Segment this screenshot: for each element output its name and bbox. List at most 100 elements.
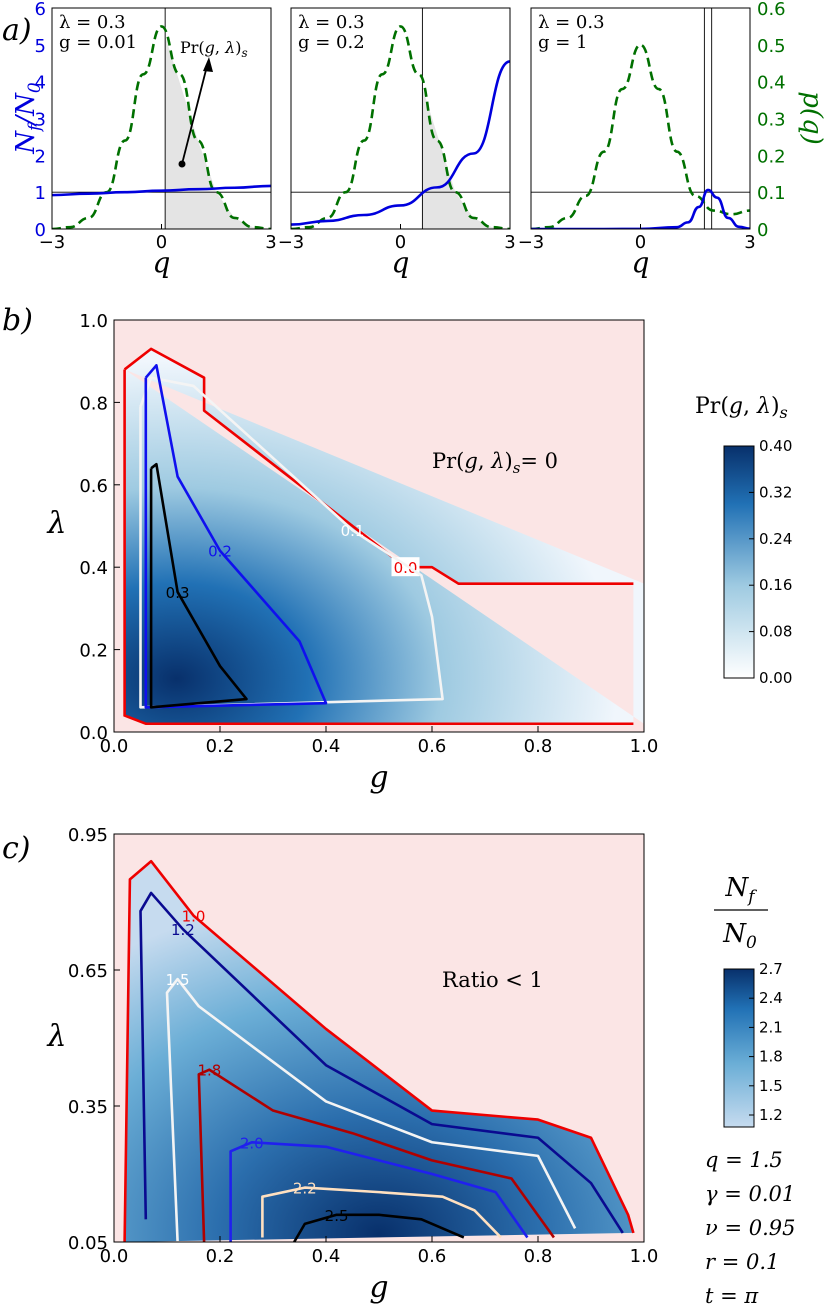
a-subplot-2 — [291, 8, 510, 229]
a-xtick-label: −3 — [39, 232, 66, 253]
a-subplots: −3 0 3qλ = 0.3g = 0.01 Pr(g, λ)s−3 0 3qλ = 0.… — [39, 7, 756, 279]
contour-label-1.0: 1.0 — [182, 908, 206, 926]
c-colorbar — [723, 968, 755, 1128]
y-tick-label: 0.2 — [79, 641, 108, 662]
panel-c: c) 1.01.21.51.82.02.22.5 0.0 0.2 0.4 0.6 0.8… — [2, 825, 795, 1304]
y-tick-label: 1.0 — [79, 311, 108, 332]
contour-line-0.3 — [149, 462, 248, 709]
a-left-tick-label: 1 — [35, 183, 46, 204]
contour-line-1.8 — [197, 1068, 555, 1243]
a-right-ticks: 0 0.1 0.2 0.3 0.4 0.5 0.6 — [757, 0, 786, 241]
x-tick-label: 0.6 — [418, 736, 447, 757]
x-tick-label: 0.2 — [206, 736, 235, 757]
y-tick-label: 0.95 — [68, 825, 108, 846]
c-colorbar-title-den: N0 — [722, 919, 757, 953]
a-xtick-label: 3 — [744, 232, 755, 253]
panel-c-label: c) — [2, 831, 31, 866]
a-ratio-curve — [291, 60, 510, 226]
a-g-label: g = 1 — [538, 32, 588, 53]
x-tick-label: 0.0 — [100, 736, 129, 757]
panel-a-left-axis-label: Nf/N0 — [11, 82, 45, 155]
y-tick-label: 0.6 — [79, 476, 108, 497]
c-ticks: 0.0 0.2 0.4 0.6 0.8 1.0 0.05 0.35 0.65 0.95 — [68, 825, 658, 1267]
a-right-tick-label: 0.3 — [757, 110, 786, 131]
y-tick-label: 0.4 — [79, 558, 108, 579]
c-parameter-4: r = 0.1 — [705, 1250, 779, 1274]
colorbar-tick-label: 0.08 — [759, 623, 792, 641]
b-ticks: 0.0 0.2 0.4 0.6 0.8 1.0 0.0 0.2 0.4 0.6 0.8 1.0 — [79, 311, 658, 757]
x-tick-label: 0.8 — [524, 1246, 553, 1267]
a-xtick-label: 3 — [504, 232, 515, 253]
a-xlabel: q — [632, 246, 650, 279]
a-density-curve — [52, 25, 271, 229]
colorbar-tick-label: 0.32 — [759, 483, 792, 501]
a-g-label: g = 0.01 — [59, 32, 137, 53]
a-left-tick-label: 6 — [35, 0, 46, 20]
c-colorbar-title-num: Nf — [724, 873, 757, 907]
panel-b-label: b) — [2, 303, 33, 338]
colorbar-tick-label: 0.16 — [759, 576, 792, 594]
c-colorbar-ticks: 2.7 2.4 2.1 1.8 1.5 1.2 — [749, 960, 783, 1124]
colorbar-tick-label: 0.00 — [759, 669, 792, 687]
a-right-tick-label: 0.1 — [757, 183, 786, 204]
contour-label-0.2: 0.2 — [208, 543, 232, 561]
y-tick-label: 0.8 — [79, 393, 108, 414]
a-subplot-1 — [52, 8, 271, 229]
c-parameter-1: q = 1.5 — [705, 1148, 783, 1172]
c-xlabel: g — [369, 1270, 388, 1304]
a-left-tick-label: 0 — [35, 220, 46, 241]
a-left-tick-label: 4 — [35, 73, 46, 94]
b-colorbar-ticks: 0.40 0.32 0.24 0.16 0.08 0.00 — [749, 437, 792, 687]
c-parameters: q = 1.5 γ = 0.01 ν = 0.95 r = 0.1 t = π — [705, 1148, 795, 1304]
a-xtick-label: 3 — [265, 232, 276, 253]
a-right-tick-label: 0.6 — [757, 0, 786, 20]
a-density-curve — [291, 25, 510, 229]
y-tick-label: 0.0 — [79, 723, 108, 744]
a-left-tick-label: 3 — [35, 110, 46, 131]
a-shaded-region — [422, 87, 510, 229]
a-annotation-dot — [178, 160, 186, 168]
x-tick-label: 0.0 — [100, 1246, 129, 1267]
panel-a-label: a) — [2, 13, 32, 48]
a-left-tick-label: 5 — [35, 36, 46, 57]
colorbar-tick-label: 0.24 — [759, 530, 792, 548]
panel-a: a) Nf/N0 p(q) 0 1 2 3 4 5 6 0 0.1 0.2 0.3 0.4 0.5 0.… — [2, 0, 827, 279]
a-xlabel: q — [392, 246, 410, 279]
a-lambda-label: λ = 0.3 — [59, 12, 126, 33]
a-xtick-label: 0 — [635, 232, 646, 253]
a-xtick-label: −3 — [278, 232, 305, 253]
x-tick-label: 1.0 — [630, 1246, 659, 1267]
a-xtick-label: 0 — [156, 232, 167, 253]
a-density-curve — [531, 43, 750, 229]
x-tick-label: 0.8 — [524, 736, 553, 757]
contour-label-0.0: 0.0 — [394, 559, 418, 577]
x-tick-label: 0.4 — [312, 1246, 341, 1267]
a-right-tick-label: 0.4 — [757, 73, 786, 94]
contour-label-0.1: 0.1 — [341, 522, 365, 540]
a-annotation: Pr(g, λ)s — [180, 38, 248, 60]
contour-line-1.0 — [123, 859, 635, 1243]
a-right-tick-label: 0.2 — [757, 146, 786, 167]
contour-line-0.2 — [144, 364, 328, 709]
b-annotation: Pr(g, λ)s= 0 — [432, 449, 558, 477]
b-colorbar — [723, 445, 755, 679]
contour-label-2.0: 2.0 — [240, 1134, 264, 1152]
a-right-tick-label: 0 — [757, 220, 768, 241]
a-annotation-arrowhead — [203, 57, 213, 72]
b-contours: 0.0 0.1 0.2 0.3 — [123, 347, 634, 726]
x-tick-label: 1.0 — [630, 736, 659, 757]
colorbar-tick-label: 2.4 — [759, 989, 783, 1007]
colorbar-tick-label: 1.5 — [759, 1077, 783, 1095]
b-colorbar-title: Pr(g, λ)s — [695, 394, 788, 422]
a-lambda-label: λ = 0.3 — [538, 12, 605, 33]
contour-line-0.0-b — [123, 369, 634, 726]
colorbar-tick-label: 1.8 — [759, 1048, 783, 1066]
contour-line-1.2 — [139, 891, 624, 1234]
contour-label-1.5: 1.5 — [166, 971, 190, 989]
y-tick-label: 0.35 — [68, 1097, 108, 1118]
b-ylabel: λ — [46, 506, 66, 541]
a-lambda-label: λ = 0.3 — [298, 12, 365, 33]
contour-label-0.3: 0.3 — [166, 584, 190, 602]
a-shaded-region — [165, 35, 271, 229]
